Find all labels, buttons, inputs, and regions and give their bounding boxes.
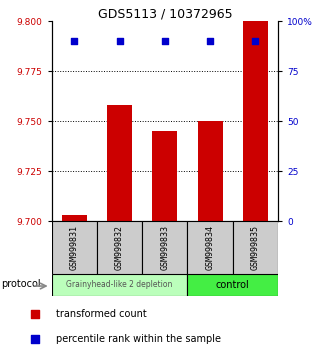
Point [72,38,77,44]
Text: percentile rank within the sample: percentile rank within the sample [57,333,221,344]
Bar [62,215,87,221]
Bar [107,105,132,221]
Text: transformed count: transformed count [57,309,147,320]
Title: GDS5113 / 10372965: GDS5113 / 10372965 [98,7,232,20]
Text: control: control [216,280,250,290]
Point [117,38,122,44]
Bar [233,221,278,274]
Bar [187,274,278,296]
Bar [187,221,233,274]
Bar [198,121,222,221]
Text: GSM999832: GSM999832 [115,225,124,270]
Text: GSM999834: GSM999834 [205,225,215,270]
Text: GSM999833: GSM999833 [160,225,169,270]
Bar [97,221,142,274]
Text: GSM999835: GSM999835 [251,225,260,270]
Point [207,38,213,44]
Text: GSM999831: GSM999831 [70,225,79,270]
Bar [142,221,187,274]
Bar [52,274,187,296]
Bar [52,221,97,274]
Point [253,38,258,44]
Point [162,38,167,44]
Bar [153,131,177,221]
Bar [243,21,268,221]
Text: protocol: protocol [1,279,41,289]
Text: Grainyhead-like 2 depletion: Grainyhead-like 2 depletion [66,280,173,290]
